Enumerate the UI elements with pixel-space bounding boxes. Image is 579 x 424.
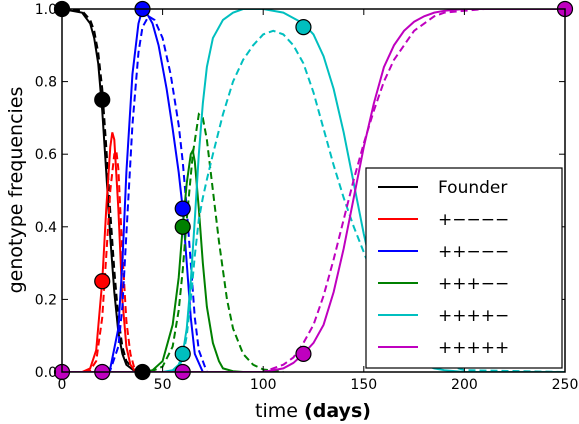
tick-layer: 0 50 100 150 200 250 0.0 0.2 0.4 0.6 0.8 1.0 xyxy=(35,2,579,393)
legend: Founder +−−−− ++−−− +++−− ++++− +++++ xyxy=(365,167,563,369)
x-tick-label: 150 xyxy=(350,377,377,393)
x-tick-label: 250 xyxy=(552,377,579,393)
legend-label-5: +++++ xyxy=(438,338,509,358)
y-tick-label: 0.4 xyxy=(35,220,57,236)
series-4-marker-0 xyxy=(174,345,191,362)
y-tick-label: 0.0 xyxy=(35,365,57,381)
series-0-solid-line xyxy=(62,9,143,372)
x-axis-label-unit: (days) xyxy=(304,400,371,422)
y-tick-label: 0.2 xyxy=(35,292,57,308)
series-2-dashed-line xyxy=(62,14,208,372)
y-tick-label: 0.8 xyxy=(35,75,57,91)
y-axis-label: genotype frequencies xyxy=(5,87,27,294)
legend-label-4: ++++− xyxy=(438,306,509,326)
series-3-solid-line xyxy=(62,147,244,372)
legend-box xyxy=(365,167,563,369)
x-tick-label: 0 xyxy=(58,377,67,393)
plot-frame xyxy=(61,8,566,373)
series-5-solid-line xyxy=(62,9,565,372)
y-tick-label: 0.6 xyxy=(35,147,57,163)
x-axis-label: time (days) xyxy=(255,400,371,422)
series-3-marker-0 xyxy=(174,218,191,235)
legend-label-3: +++−− xyxy=(438,274,509,294)
series-1-dashed-line xyxy=(62,147,143,372)
legend-items: Founder +−−−− ++−−− +++−− ++++− +++++ xyxy=(378,178,509,358)
x-tick-label: 200 xyxy=(451,377,478,393)
series-1-solid-line xyxy=(62,132,143,372)
legend-label-2: ++−−− xyxy=(438,242,509,262)
series-1-marker-0 xyxy=(94,273,111,290)
series-3-dashed-line xyxy=(62,112,284,372)
x-tick-label: 50 xyxy=(154,377,172,393)
x-axis-label-text: time xyxy=(255,400,298,422)
series-2-solid-line xyxy=(62,9,204,372)
legend-label-0: Founder xyxy=(438,178,507,198)
series-5-marker-3 xyxy=(295,345,312,362)
legend-label-1: +−−−− xyxy=(438,210,509,230)
series-2-marker-1 xyxy=(174,200,191,217)
series-layer xyxy=(62,9,565,372)
series-4-marker-1 xyxy=(295,19,312,36)
x-tick-label: 100 xyxy=(250,377,277,393)
series-0-marker-1 xyxy=(94,91,111,108)
y-tick-label: 1.0 xyxy=(35,2,57,18)
